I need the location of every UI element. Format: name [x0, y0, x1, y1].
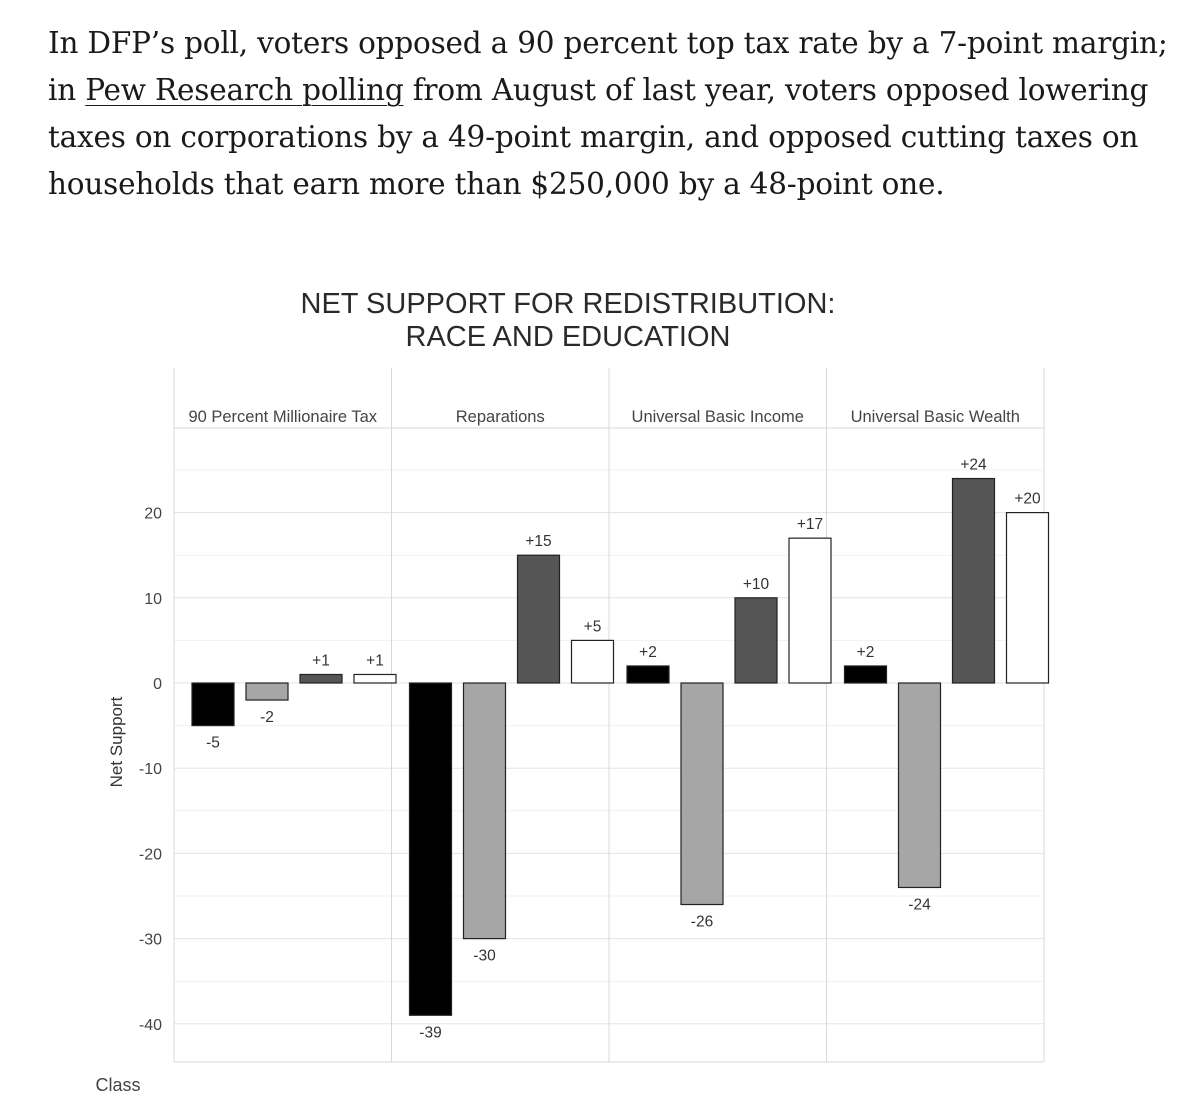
bar-value-label: +2: [857, 644, 875, 661]
y-tick-label: -20: [139, 846, 162, 863]
chart-title-line1: NET SUPPORT FOR REDISTRIBUTION:: [301, 288, 836, 320]
bar-value-label: -5: [206, 735, 220, 752]
pew-research-link[interactable]: Pew Research polling: [85, 73, 404, 107]
bar-value-label: +2: [639, 644, 657, 661]
article-text-before: In DFP’s poll, voters opposed a 90 perce…: [48, 26, 1168, 107]
y-tick-label: 0: [153, 676, 162, 693]
chart-title-line2: RACE AND EDUCATION: [406, 321, 731, 353]
y-tick-label: -40: [139, 1017, 162, 1034]
bar-value-label: -24: [908, 896, 931, 913]
y-tick-label: 20: [144, 506, 162, 523]
y-axis-label: Net Support: [107, 696, 126, 787]
bars-layer: [191, 477, 1050, 1016]
bar: [843, 665, 888, 684]
bar: [408, 682, 453, 1016]
bar: [299, 673, 343, 684]
bar-value-label: +10: [743, 576, 770, 593]
panel-label: Reparations: [456, 408, 545, 426]
bar-value-label: +15: [525, 533, 551, 550]
panel-label: Universal Basic Wealth: [851, 408, 1020, 426]
y-tick-label: 10: [144, 591, 162, 608]
y-tick-label: -30: [139, 932, 162, 949]
text-layer: NET SUPPORT FOR REDISTRIBUTION:RACE AND …: [95, 288, 1041, 1095]
bar: [1005, 511, 1050, 684]
bar: [680, 682, 724, 906]
bar-value-label: +5: [584, 618, 602, 635]
bar: [788, 537, 832, 684]
panel-label: Universal Basic Income: [632, 408, 804, 426]
bar: [734, 597, 778, 684]
article-paragraph: In DFP’s poll, voters opposed a 90 perce…: [48, 20, 1168, 208]
bar: [897, 682, 942, 889]
bar: [570, 639, 615, 684]
bar-value-label: +24: [960, 457, 987, 474]
bar-value-label: +1: [366, 652, 384, 669]
bar-value-label: +1: [312, 652, 330, 669]
bar: [516, 554, 561, 684]
bar: [245, 682, 289, 701]
article-text-after: from August of last year, voters opposed…: [48, 73, 1149, 201]
bar: [191, 682, 235, 727]
panel-label: 90 Percent Millionaire Tax: [188, 408, 377, 426]
bar-value-label: -30: [473, 948, 496, 965]
bar-value-label: -2: [260, 709, 274, 726]
bar: [626, 665, 670, 684]
x-axis-label: Class: [95, 1075, 140, 1095]
bar-value-label: -26: [691, 914, 713, 931]
bar-value-label: +20: [1014, 491, 1041, 508]
bar-value-label: -39: [419, 1024, 441, 1041]
bar: [951, 477, 996, 684]
y-tick-label: -10: [139, 761, 162, 778]
bar-value-label: +17: [797, 516, 823, 533]
bar: [462, 682, 507, 940]
bar: [353, 673, 397, 684]
